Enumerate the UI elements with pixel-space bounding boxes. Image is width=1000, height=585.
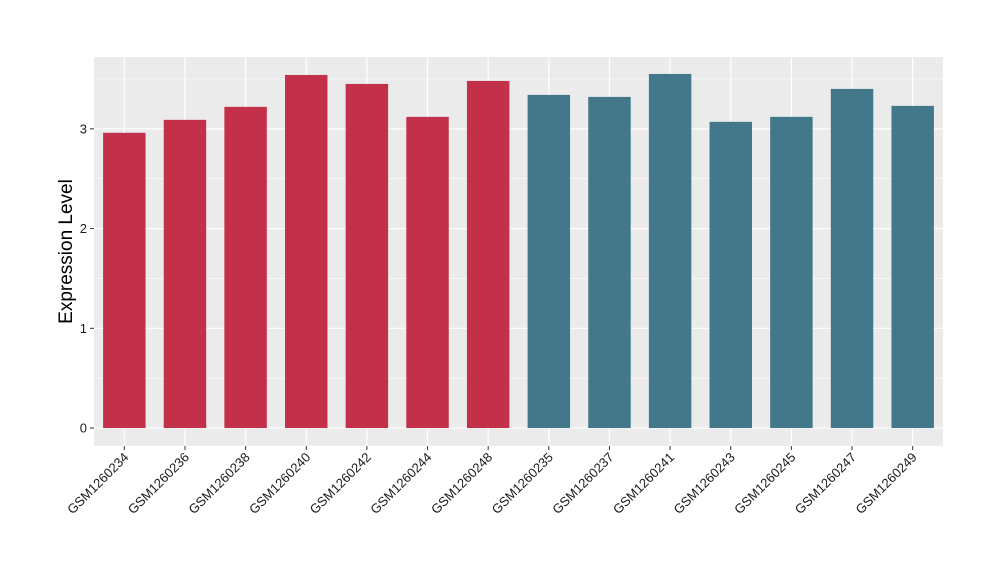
y-tick-label: 2: [80, 221, 87, 236]
bar-GSM1260240: [285, 74, 328, 429]
bar-GSM1260243: [709, 121, 752, 429]
bar-GSM1260235: [527, 94, 571, 429]
bar-GSM1260244: [406, 116, 449, 429]
x-tick-label: GSM1260235: [489, 450, 556, 517]
x-tick-label: GSM1260236: [125, 450, 192, 517]
bar-GSM1260234: [103, 132, 146, 429]
bar-GSM1260242: [345, 83, 389, 429]
bar-GSM1260247: [830, 88, 874, 429]
bar-GSM1260245: [770, 116, 813, 429]
x-tick-label: GSM1260248: [428, 450, 495, 517]
x-tick-label: GSM1260240: [246, 450, 313, 517]
y-tick-label: 1: [80, 321, 87, 336]
y-axis: 0 1 2 3: [80, 121, 94, 436]
bar-GSM1260248: [466, 80, 510, 429]
x-tick-label: GSM1260241: [610, 450, 677, 517]
x-tick-label: GSM1260237: [549, 450, 616, 517]
x-tick-label: GSM1260243: [671, 450, 738, 517]
x-tick-label: GSM1260244: [367, 450, 434, 517]
bars: [103, 73, 934, 429]
bar-GSM1260241: [648, 73, 692, 429]
x-tick-label: GSM1260245: [731, 450, 798, 517]
bar-GSM1260238: [224, 106, 267, 429]
plot-panel: [94, 57, 943, 446]
x-axis: GSM1260234GSM1260236GSM1260238GSM1260240…: [64, 446, 920, 517]
y-tick-label: 3: [80, 121, 87, 136]
x-tick-label: GSM1260234: [64, 450, 131, 517]
bar-GSM1260236: [163, 119, 207, 429]
x-tick-label: GSM1260249: [852, 450, 919, 517]
x-tick-label: GSM1260247: [792, 450, 859, 517]
x-tick-label: GSM1260238: [185, 450, 252, 517]
x-tick-label: GSM1260242: [307, 450, 374, 517]
bar-GSM1260237: [588, 96, 631, 429]
y-axis-label: Expression Level: [56, 179, 77, 324]
bar-GSM1260249: [891, 105, 934, 429]
y-tick-label: 0: [80, 421, 87, 436]
